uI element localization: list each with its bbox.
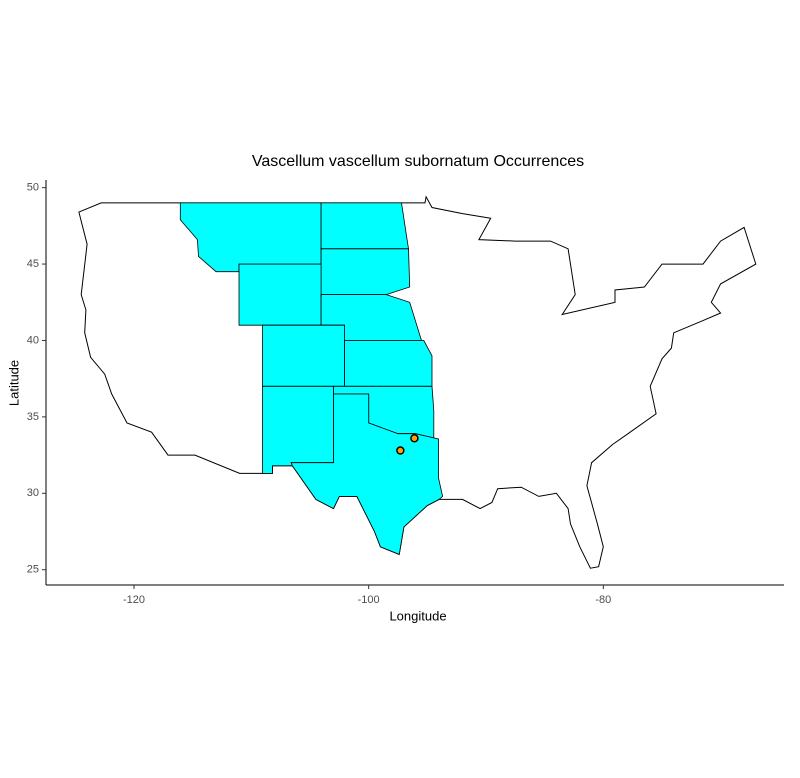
y-tick-label: 40 <box>27 334 39 346</box>
x-tick-label: -80 <box>595 594 611 606</box>
state <box>320 202 409 250</box>
occurrence-point <box>410 434 419 443</box>
chart-title: Vascellum vascellum subornatum Occurrenc… <box>252 153 584 170</box>
y-tick-label: 25 <box>27 564 39 576</box>
state <box>320 248 411 296</box>
y-axis-label: Latitude <box>6 360 21 406</box>
state <box>344 340 433 387</box>
y-tick-label: 50 <box>27 182 39 194</box>
state <box>290 393 444 555</box>
state <box>262 324 346 387</box>
x-tick-label: -100 <box>358 594 380 606</box>
state <box>262 385 334 474</box>
occurrence-point <box>396 446 405 455</box>
y-tick-label: 30 <box>27 487 39 499</box>
y-tick-label: 45 <box>27 258 39 270</box>
x-axis-label: Longitude <box>389 608 446 623</box>
y-tick-label: 35 <box>27 411 39 423</box>
state <box>238 263 322 326</box>
x-tick-label: -120 <box>123 594 145 606</box>
